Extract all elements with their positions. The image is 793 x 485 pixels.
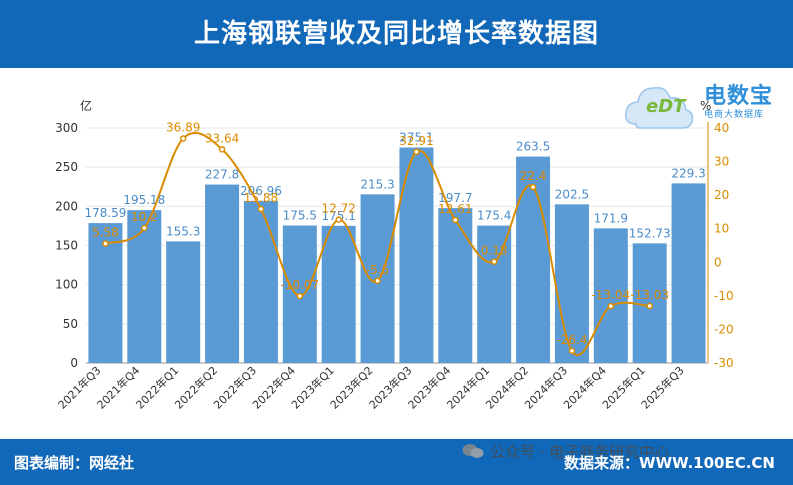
growth-rate-line [105,131,650,356]
bar [243,200,278,363]
y2-tick-label: 10 [714,222,729,236]
growth-point [335,216,342,223]
growth-label: 10.2 [131,210,158,224]
bar-label: 215.3 [360,177,394,191]
growth-label: 12.61 [438,202,472,216]
y2-tick-label: -20 [714,322,734,336]
y-tick-label: 0 [70,356,78,370]
growth-point [102,240,109,247]
bar [593,228,628,363]
growth-label: -13.04 [591,288,630,302]
y-tick-label: 100 [55,278,78,292]
growth-point [296,292,304,300]
bar [554,204,589,363]
bar-label: 227.8 [205,168,239,182]
bar [477,225,512,363]
watermark-subtitle: 电商大数据库 [704,110,765,120]
y2-tick-label: 30 [714,155,729,169]
bar [127,210,162,363]
y2-tick-label: -10 [714,289,734,303]
y-tick-label: 300 [55,121,78,135]
growth-label: 0.18 [481,244,508,258]
bar-label: 202.5 [555,187,589,201]
growth-label: 36.89 [166,120,200,134]
bar [516,156,551,363]
growth-point [218,146,226,153]
growth-label: -13.03 [630,288,669,302]
cloud-icon [624,86,694,129]
growth-point [646,302,653,310]
growth-label: -10.07 [280,278,319,292]
growth-label: 5.58 [92,226,119,240]
bar-label: 229.3 [671,166,705,180]
revenue-chart: 0 50 100 150 200 250 300 -30 -20 -10 0 10 20 30 40 亿 % 17… [55,98,734,412]
chart-title: 上海钢联营收及同比增长率数据图 [193,19,599,49]
growth-point [568,347,576,355]
bar-label: 175.5 [283,209,317,223]
growth-point [607,302,615,310]
wechat-text: 公众号 · 电子商务研究中心 [490,443,670,461]
bar-label: 275.1 [399,131,433,145]
wechat-icon [462,444,484,458]
growth-point [452,216,459,224]
header-bar [0,0,793,68]
bar-label: 152.73 [629,226,671,240]
growth-label: 12.72 [322,202,356,216]
bar-label: 263.5 [516,140,550,154]
growth-label: -26.4 [556,333,587,347]
y2-tick-label: -30 [714,356,734,370]
watermark-name: 电数宝 [704,84,774,109]
y-tick-label: 150 [55,239,78,253]
footer-bar [0,439,793,485]
watermark-logo: eDT 电数宝 电商大数据库 [622,76,792,136]
growth-label: 15.88 [244,191,278,205]
y-tick-label: 200 [55,199,78,213]
growth-label: 32.91 [399,134,433,148]
bar [166,241,201,363]
y2-tick-label: 20 [714,188,729,202]
growth-point [179,135,187,142]
bar-label: 155.3 [166,224,200,238]
bar-label: 175.4 [477,209,511,223]
bar [671,183,706,363]
bar [321,225,356,363]
y2-axis-unit: % [700,99,711,113]
bar-label: 171.9 [594,211,628,225]
y-tick-label: 250 [55,160,78,174]
growth-point [141,224,148,232]
growth-point [257,205,265,213]
y-axis-unit: 亿 [80,98,92,113]
bar-label: 175.1 [322,209,356,223]
y2-tick-label: 0 [714,255,722,269]
wechat-watermark: 公众号 · 电子商务研究中心 [462,441,772,461]
y-tick-label: 50 [63,317,78,331]
growth-point [374,277,381,284]
y2-tick-label: 40 [714,121,729,135]
bar-label: 178.59 [84,206,126,220]
growth-point [490,258,498,265]
growth-label: -5.5 [366,263,389,277]
footer-compiler: 图表编制：网经社 [14,454,135,472]
bar-label: 206.96 [240,184,282,198]
growth-label: 22.4 [520,169,547,183]
growth-point [413,148,420,156]
bar [205,184,240,363]
x-tick-label: 2025年Q3 [638,363,687,412]
growth-point [529,183,537,191]
bar [438,208,473,363]
growth-label: 33.64 [205,131,239,145]
watermark-logo-text: eDT [646,96,686,117]
footer-source: 数据来源：WWW.100EC.CN [564,454,775,472]
